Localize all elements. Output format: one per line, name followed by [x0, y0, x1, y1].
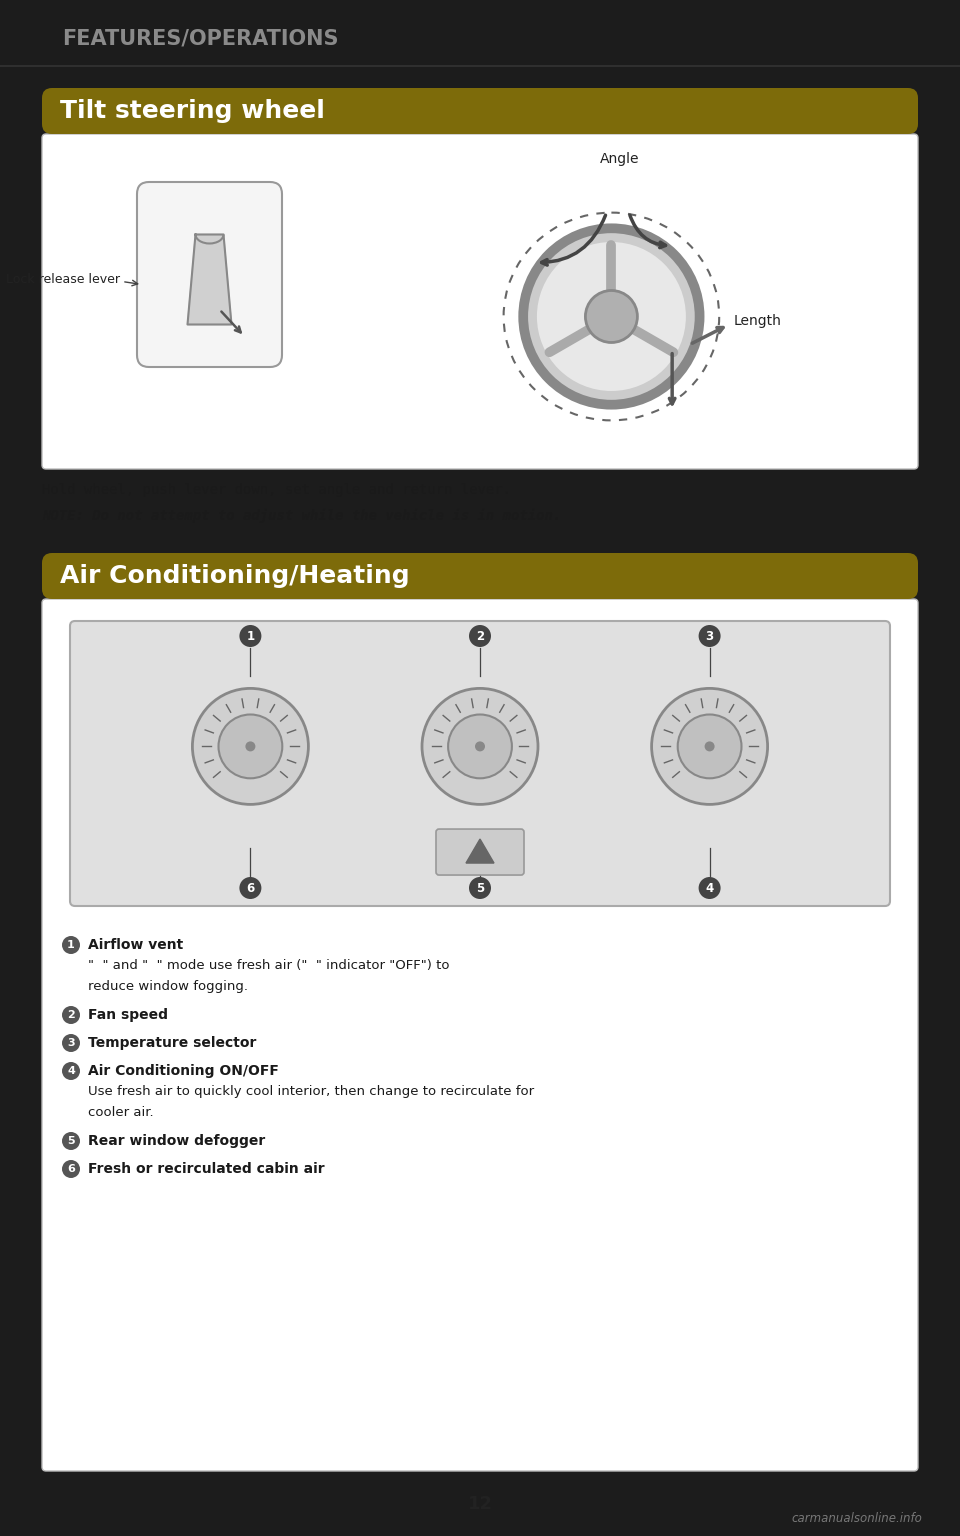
- Circle shape: [62, 1061, 80, 1080]
- Text: reduce window fogging.: reduce window fogging.: [88, 980, 248, 992]
- Text: 2: 2: [476, 630, 484, 642]
- Circle shape: [652, 688, 768, 805]
- Text: 1: 1: [247, 630, 254, 642]
- Circle shape: [62, 1132, 80, 1150]
- Circle shape: [469, 625, 491, 647]
- Text: "  " and "  " mode use fresh air ("  " indicator "OFF") to: " " and " " mode use fresh air (" " indi…: [88, 958, 449, 972]
- Text: 4: 4: [67, 1066, 75, 1077]
- Circle shape: [239, 877, 261, 899]
- Text: 3: 3: [706, 630, 713, 642]
- Text: 6: 6: [247, 882, 254, 894]
- Text: Angle: Angle: [600, 152, 639, 166]
- Polygon shape: [466, 839, 494, 863]
- Text: Fresh or recirculated cabin air: Fresh or recirculated cabin air: [88, 1163, 324, 1177]
- Text: Use fresh air to quickly cool interior, then change to recirculate for: Use fresh air to quickly cool interior, …: [88, 1084, 534, 1098]
- Text: Air Conditioning/Heating: Air Conditioning/Heating: [60, 564, 410, 588]
- FancyBboxPatch shape: [42, 134, 918, 468]
- Text: carmanualsonline.info: carmanualsonline.info: [791, 1511, 922, 1525]
- Circle shape: [246, 742, 255, 751]
- Text: Airflow vent: Airflow vent: [88, 938, 183, 952]
- Text: 5: 5: [476, 882, 484, 894]
- Circle shape: [469, 877, 491, 899]
- Circle shape: [239, 625, 261, 647]
- Circle shape: [62, 935, 80, 954]
- Text: Rear window defogger: Rear window defogger: [88, 1134, 265, 1147]
- Circle shape: [475, 742, 485, 751]
- Text: 6: 6: [67, 1164, 75, 1174]
- Circle shape: [699, 625, 721, 647]
- Text: Tilt steering wheel: Tilt steering wheel: [60, 98, 324, 123]
- Text: Fan speed: Fan speed: [88, 1008, 168, 1021]
- Circle shape: [678, 714, 741, 779]
- Circle shape: [537, 243, 685, 392]
- FancyBboxPatch shape: [42, 553, 918, 599]
- Text: Length: Length: [733, 315, 781, 329]
- Circle shape: [699, 877, 721, 899]
- FancyBboxPatch shape: [70, 621, 890, 906]
- Circle shape: [62, 1160, 80, 1178]
- Polygon shape: [187, 235, 231, 324]
- Circle shape: [523, 229, 700, 404]
- Circle shape: [219, 714, 282, 779]
- Circle shape: [62, 1034, 80, 1052]
- Text: Air Conditioning ON/OFF: Air Conditioning ON/OFF: [88, 1064, 278, 1078]
- Text: 1: 1: [67, 940, 75, 949]
- FancyBboxPatch shape: [42, 88, 918, 134]
- Text: Hold wheel, push lever down, set angle and return lever.: Hold wheel, push lever down, set angle a…: [42, 482, 511, 498]
- Text: Temperature selector: Temperature selector: [88, 1035, 256, 1051]
- Text: 4: 4: [706, 882, 713, 894]
- Circle shape: [62, 1006, 80, 1025]
- Circle shape: [586, 290, 637, 343]
- FancyBboxPatch shape: [436, 829, 524, 876]
- FancyBboxPatch shape: [42, 599, 918, 1471]
- Circle shape: [448, 714, 512, 779]
- Text: 3: 3: [67, 1038, 75, 1048]
- Text: cooler air.: cooler air.: [88, 1106, 154, 1120]
- Text: Lock release lever: Lock release lever: [6, 273, 120, 286]
- Circle shape: [705, 742, 714, 751]
- FancyBboxPatch shape: [137, 181, 282, 367]
- Text: FEATURES/OPERATIONS: FEATURES/OPERATIONS: [62, 28, 339, 48]
- Text: NOTE: Do not attempt to adjust while the vehicle is in motion.: NOTE: Do not attempt to adjust while the…: [42, 508, 562, 524]
- Text: 12: 12: [468, 1495, 492, 1513]
- Circle shape: [192, 688, 308, 805]
- Text: 2: 2: [67, 1011, 75, 1020]
- Circle shape: [422, 688, 538, 805]
- Text: 5: 5: [67, 1137, 75, 1146]
